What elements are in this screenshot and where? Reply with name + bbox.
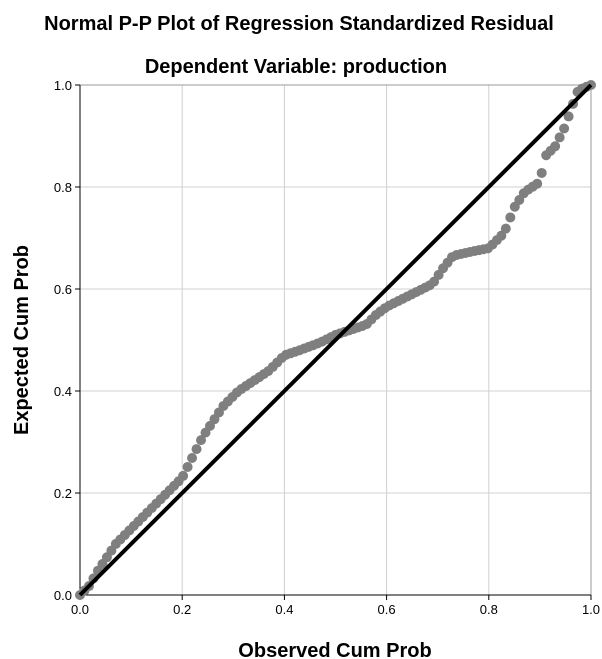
- x-tick-label: 0.2: [173, 602, 191, 617]
- axes: [79, 85, 591, 596]
- x-tick-label: 0.6: [378, 602, 396, 617]
- y-axis-title: Expected Cum Prob: [11, 245, 33, 435]
- x-axis-title: Observed Cum Prob: [238, 640, 431, 659]
- x-tick-labels: 0.0 0.2 0.4 0.6 0.8 1.0: [71, 595, 600, 617]
- x-tick-label: 0.4: [275, 602, 293, 617]
- data-point: [178, 470, 189, 481]
- data-point: [532, 178, 543, 189]
- data-point: [559, 123, 570, 134]
- data-point: [536, 167, 547, 178]
- reference-line: [78, 83, 593, 597]
- data-point: [554, 132, 565, 143]
- chart-title: Normal P-P Plot of Regression Standardiz…: [44, 13, 554, 35]
- y-tick-label: 0.2: [54, 486, 72, 501]
- data-point: [563, 111, 574, 122]
- y-tick-label: 0.6: [54, 282, 72, 297]
- x-tick-label: 0.8: [480, 602, 498, 617]
- data-point: [191, 444, 202, 455]
- data-point: [505, 212, 516, 223]
- y-tick-label: 0.0: [54, 588, 72, 603]
- y-tick-label: 0.8: [54, 180, 72, 195]
- y-tick-label: 0.4: [54, 384, 72, 399]
- data-point: [550, 141, 561, 152]
- data-point: [500, 223, 511, 234]
- y-tick-label: 1.0: [54, 78, 72, 93]
- x-tick-label: 0.0: [71, 602, 89, 617]
- data-point: [182, 461, 193, 472]
- y-tick-labels: 0.0 0.2 0.4 0.6 0.8 1.0: [54, 78, 80, 603]
- data-point: [187, 453, 198, 464]
- data-points: [75, 80, 596, 600]
- chart-subtitle: Dependent Variable: production: [145, 56, 447, 78]
- x-tick-label: 1.0: [582, 602, 600, 617]
- data-point: [196, 435, 207, 446]
